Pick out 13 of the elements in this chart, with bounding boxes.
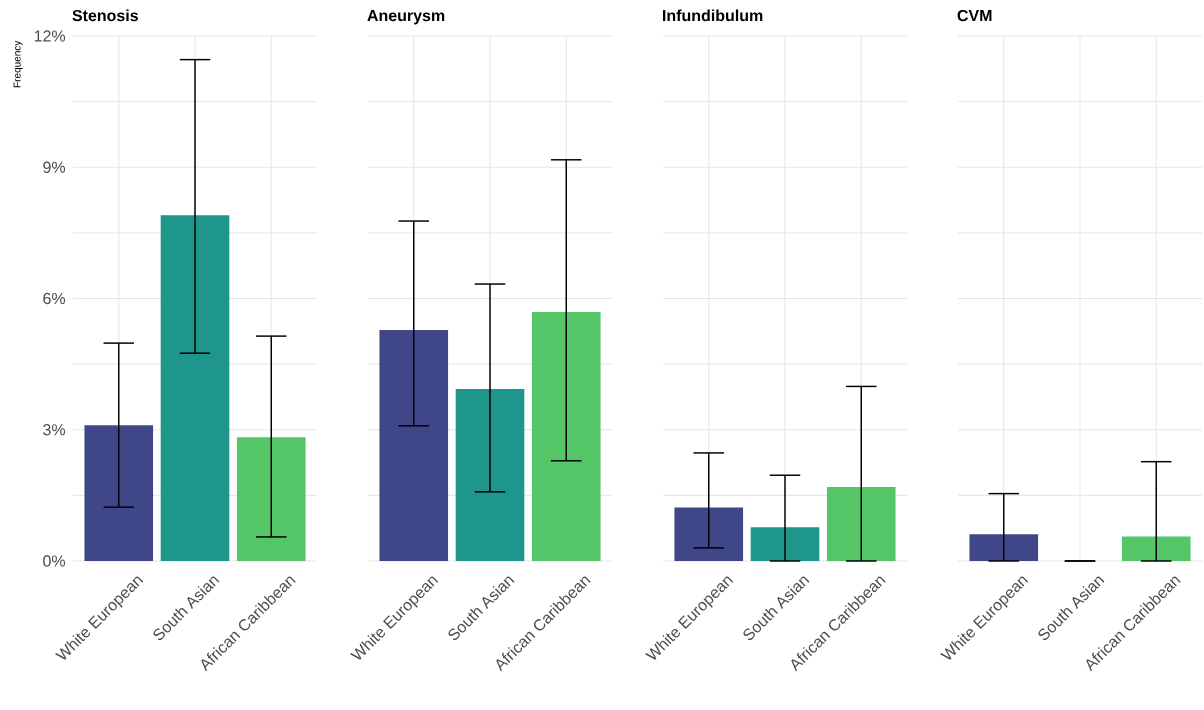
- bar: [160, 215, 230, 561]
- chart-title: Aneurysm: [367, 10, 445, 25]
- chart-title: Infundibulum: [663, 9, 763, 22]
- y-tick-label: 3%: [43, 424, 66, 436]
- bar: [84, 425, 154, 561]
- y-tick-label: 12%: [34, 30, 66, 42]
- chart-title: Stenosis: [72, 9, 138, 22]
- chart-title: CVM: [957, 9, 992, 22]
- y-tick-label: 6%: [43, 292, 66, 305]
- y-tick-label: 9%: [43, 161, 66, 173]
- y-tick-label: 0%: [43, 555, 66, 567]
- bar: [236, 437, 306, 561]
- y-axis-title: Frequency: [13, 40, 23, 88]
